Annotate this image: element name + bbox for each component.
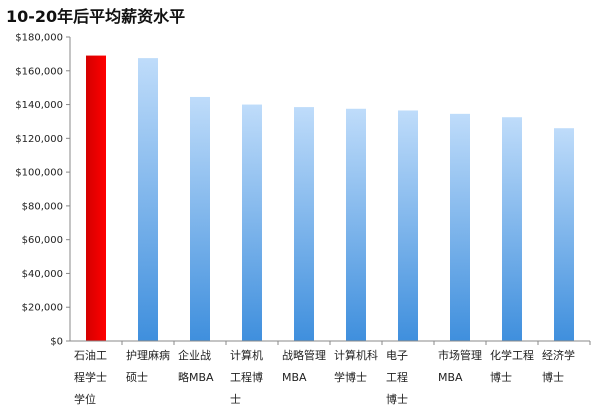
bar [138, 58, 158, 341]
y-tick-label: $140,000 [15, 100, 63, 111]
bar [294, 107, 314, 341]
y-tick-label: $40,000 [22, 269, 63, 280]
bar [398, 110, 418, 341]
y-tick-label: $20,000 [22, 303, 63, 314]
bar [346, 108, 366, 342]
x-category-label: 计算机工程博士 [230, 348, 263, 406]
bar [450, 113, 470, 341]
bar [190, 96, 210, 341]
y-tick-label: $0 [50, 337, 63, 348]
bar-highlighted [86, 55, 106, 341]
x-category-label: 化学工程博士 [490, 348, 534, 384]
y-axis: $0 $20,000 $40,000 $60,000 $80,000 $100,000 $1… [15, 33, 71, 348]
x-category-label: 经济学博士 [542, 348, 575, 384]
y-tick-label: $160,000 [15, 66, 63, 77]
x-category-label: 石油工程学士学位 [74, 348, 107, 406]
y-tick-label: $120,000 [15, 134, 63, 145]
bars [86, 55, 574, 342]
x-category-label: 企业战略MBA [178, 348, 214, 384]
x-category-label: 电子工程博士 [386, 349, 408, 406]
y-tick-label: $80,000 [22, 201, 63, 212]
x-category-label: 计算机科学博士 [334, 348, 378, 384]
bar [554, 128, 574, 341]
y-tick-label: $180,000 [15, 33, 63, 44]
chart-title: 10-20年后平均薪资水平 [6, 7, 186, 26]
y-tick-label: $100,000 [15, 168, 63, 179]
x-category-label: 市场管理 MBA [438, 348, 482, 384]
bar [502, 117, 522, 341]
bar [242, 104, 262, 341]
x-category-label: 护理麻病硕士 [126, 348, 170, 384]
x-category-label: 战略管理 MBA [282, 348, 326, 384]
y-tick-label: $60,000 [22, 235, 63, 246]
